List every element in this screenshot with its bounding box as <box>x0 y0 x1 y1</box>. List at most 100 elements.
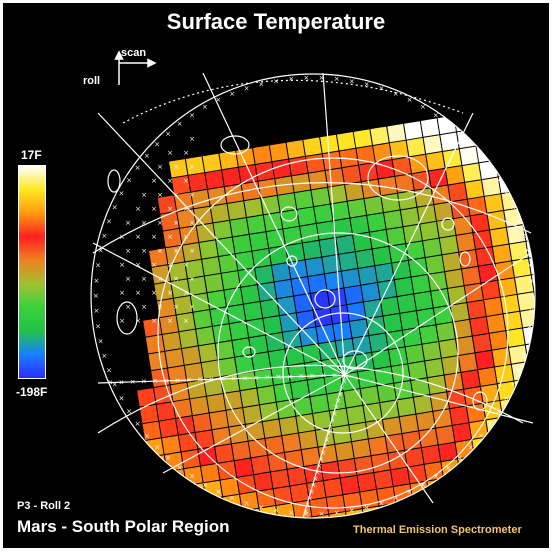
temperature-tile <box>340 475 360 495</box>
temperature-tile <box>248 439 267 458</box>
temperature-tile <box>202 153 221 173</box>
temperature-tile <box>503 311 522 331</box>
observation-marker: × <box>119 233 125 241</box>
temperature-tile <box>199 240 218 259</box>
temperature-tile <box>368 436 388 456</box>
temperature-tile <box>171 175 191 195</box>
temperature-tile <box>227 304 246 324</box>
temperature-tile <box>181 449 200 469</box>
observation-marker: × <box>173 275 179 283</box>
temperature-tile <box>497 485 516 504</box>
temperature-tile <box>460 473 480 492</box>
temperature-tile <box>420 118 440 137</box>
temperature-tile <box>431 289 450 308</box>
temperature-tile <box>408 258 428 277</box>
observation-marker: × <box>407 96 413 104</box>
observation-marker: × <box>244 85 250 93</box>
temperature-tile <box>353 232 372 252</box>
temperature-tile <box>262 523 280 541</box>
observation-marker: × <box>167 149 173 157</box>
temperature-tile <box>391 364 410 383</box>
temperature-tile <box>288 363 307 383</box>
temperature-tile <box>450 406 469 425</box>
temperature-tile <box>173 296 193 315</box>
observation-marker: × <box>167 289 173 297</box>
observation-marker: × <box>258 81 264 89</box>
observation-marker: × <box>273 77 279 85</box>
temperature-tile <box>540 323 549 341</box>
observation-marker: × <box>157 163 163 171</box>
temperature-tile <box>548 373 549 391</box>
temperature-tile <box>391 467 410 486</box>
temperature-tile <box>453 216 473 235</box>
temperature-tile <box>336 235 355 254</box>
temperature-tile <box>427 375 447 394</box>
temperature-tile <box>159 418 178 438</box>
temperature-tile <box>207 394 226 413</box>
observation-marker: × <box>125 275 131 283</box>
temperature-tile <box>142 421 161 440</box>
observation-marker: × <box>135 420 141 428</box>
temperature-tile <box>296 310 316 330</box>
temperature-tile <box>430 392 449 411</box>
temperature-tile <box>436 322 455 341</box>
observation-marker: × <box>141 303 147 311</box>
temperature-tile <box>178 433 198 452</box>
observation-marker: × <box>119 378 125 386</box>
temperature-tile <box>307 377 327 397</box>
temperature-tile <box>255 265 274 285</box>
temperature-tile <box>347 199 367 218</box>
temperature-tile <box>210 204 230 223</box>
temperature-tile <box>189 500 208 518</box>
temperature-tile <box>506 225 526 244</box>
temperature-tile <box>471 110 490 129</box>
temperature-tile <box>426 152 445 171</box>
temperature-tile <box>445 166 465 185</box>
observation-marker: × <box>163 377 169 385</box>
observation-marker: × <box>165 130 171 138</box>
temperature-tile <box>196 223 216 242</box>
temperature-tile <box>490 124 509 143</box>
temperature-tile <box>532 169 535 188</box>
observation-marker: × <box>112 381 118 389</box>
temperature-tile <box>327 391 346 411</box>
temperature-tile <box>369 230 389 249</box>
temperature-tile <box>252 248 271 268</box>
temperature-tile <box>423 135 442 154</box>
observation-marker: × <box>125 219 131 227</box>
temperature-tile <box>279 416 298 436</box>
temperature-tile <box>470 317 489 336</box>
temperature-tile <box>332 425 351 444</box>
temperature-tile <box>456 336 475 355</box>
temperature-tile <box>525 342 535 361</box>
temperature-tile <box>522 429 535 448</box>
temperature-tile <box>270 469 290 489</box>
temperature-tile <box>229 528 247 546</box>
observation-marker: × <box>94 277 100 285</box>
temperature-tile <box>462 163 481 182</box>
temperature-tile <box>444 476 463 495</box>
temperature-tile <box>182 346 201 365</box>
temperature-tile <box>195 430 214 449</box>
observation-marker: × <box>101 232 107 240</box>
temperature-tile <box>212 324 232 343</box>
observation-marker: × <box>516 217 522 225</box>
temperature-tile <box>403 224 422 243</box>
polar-globe-map: ××××××××××××××××××××××××××××××××××××××××… <box>90 50 549 546</box>
temperature-tile <box>416 411 435 431</box>
temperature-tile <box>531 376 535 395</box>
temperature-tile <box>345 182 364 201</box>
temperature-tile <box>453 319 472 339</box>
temperature-tile <box>188 276 207 295</box>
observation-marker: × <box>151 233 157 241</box>
temperature-tile <box>456 233 475 252</box>
temperature-tile <box>260 299 279 318</box>
temperature-tile <box>358 266 377 285</box>
observation-marker: × <box>202 103 208 111</box>
temperature-tile <box>384 210 403 229</box>
temperature-tile <box>232 234 252 254</box>
figure-title: Surface Temperature <box>166 9 386 34</box>
temperature-tile <box>443 149 462 168</box>
temperature-tile <box>159 315 179 334</box>
instrument-label: Thermal Emission Spectrometer <box>353 524 522 536</box>
